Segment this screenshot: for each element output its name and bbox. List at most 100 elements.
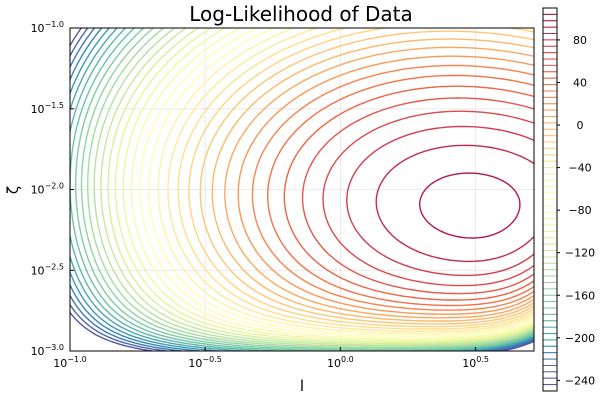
y-tick-label: 10−1.5	[31, 101, 64, 116]
colorbar-cell	[542, 71, 558, 79]
colorbar-tick-label: 0	[577, 119, 584, 132]
colorbar-frame	[542, 7, 558, 392]
colorbar-cell	[542, 288, 558, 296]
contour-line	[70, 28, 534, 351]
contour-line	[188, 28, 534, 328]
y-axis-label: ζ	[4, 186, 22, 194]
colorbar-cell	[542, 326, 558, 335]
x-axis-label: l	[300, 377, 304, 395]
contour-line	[87, 28, 534, 349]
colorbar-cell	[542, 377, 558, 386]
colorbar-cell	[542, 256, 558, 264]
x-tick-label: 100.5	[462, 355, 489, 370]
colorbar-cell	[542, 33, 558, 41]
contour-line	[419, 172, 521, 239]
contour-line	[130, 28, 534, 340]
y-tick-label: 10−2.0	[31, 182, 64, 197]
colorbar-tick-label: −40	[568, 162, 591, 175]
contour-line	[107, 28, 534, 345]
colorbar-cell	[542, 205, 558, 213]
colorbar-cell	[542, 116, 558, 124]
colorbar-cell	[542, 358, 558, 367]
colorbar-cell	[542, 45, 558, 54]
colorbar-cell	[542, 39, 558, 47]
colorbar-cell	[542, 345, 558, 354]
contour-line	[80, 28, 534, 350]
colorbar-tick-label: −200	[565, 332, 595, 345]
contour-line	[70, 28, 534, 351]
colorbar-cell	[542, 154, 558, 162]
colorbar-cell	[542, 282, 558, 290]
contour-line	[224, 46, 534, 319]
colorbar-cell	[542, 211, 558, 220]
contour-line	[375, 144, 534, 263]
colorbar-cell	[542, 96, 558, 105]
colorbar-cell	[542, 333, 558, 341]
colorbar-cell	[542, 384, 558, 392]
contour-line	[70, 28, 534, 351]
colorbar-tick-label: −160	[565, 289, 595, 302]
colorbar-cell	[542, 135, 558, 143]
colorbar-cell	[542, 339, 558, 347]
colorbar-cell	[542, 160, 558, 169]
contour-line	[211, 38, 534, 322]
x-tick-label: 10−0.5	[188, 355, 221, 370]
contour-plot	[70, 28, 534, 351]
contour-line	[177, 28, 534, 330]
y-tick-label: 10−2.5	[31, 262, 64, 277]
colorbar-cell	[542, 250, 558, 258]
contour-line	[114, 28, 534, 343]
colorbar-cell	[542, 103, 558, 111]
colorbar-cell	[542, 147, 558, 156]
colorbar-cell	[542, 7, 558, 15]
contour-line	[122, 28, 534, 342]
y-tick-label: 10−3.0	[31, 343, 64, 358]
contour-line	[93, 28, 534, 347]
contour-line	[199, 30, 534, 325]
colorbar-cell	[542, 224, 558, 232]
contour-line	[167, 28, 534, 332]
contour-line	[346, 125, 534, 277]
colorbar-cell	[542, 58, 558, 66]
colorbar-cell	[542, 262, 558, 271]
contour-line	[70, 28, 534, 351]
x-axis-ticks: 10−1.0 10−0.5 100.0 100.5	[53, 347, 489, 370]
colorbar-cell	[542, 275, 558, 284]
colorbar-cell	[542, 13, 558, 22]
colorbar-cell	[542, 320, 558, 328]
colorbar-cell	[542, 77, 558, 86]
colorbar-cell	[542, 352, 558, 360]
colorbar-cell	[542, 122, 558, 130]
colorbar-cell	[542, 109, 558, 117]
colorbar-cell	[542, 52, 558, 60]
colorbar-cell	[542, 128, 558, 137]
colorbar-tick-label: −80	[568, 204, 591, 217]
colorbar-cell	[542, 26, 558, 35]
contour-line	[75, 28, 534, 351]
colorbar-tick-label: −120	[565, 247, 595, 260]
colorbar-tick-label: −240	[565, 374, 595, 387]
colorbar-cell	[542, 307, 558, 315]
colorbar-cell	[542, 199, 558, 207]
y-tick-label: 10−1.0	[31, 20, 64, 35]
colorbar-cell	[542, 20, 558, 28]
contour-line	[251, 64, 534, 311]
contour-line	[301, 97, 534, 295]
colorbar-cell	[542, 313, 558, 322]
y-axis-ticks: 10−1.0 10−1.5 10−2.0 10−2.5 10−3.0	[31, 20, 74, 358]
x-tick-label: 10−1.0	[53, 355, 86, 370]
contour-line	[157, 28, 534, 335]
colorbar-cell	[542, 218, 558, 226]
colorbar-cell	[542, 141, 558, 149]
contour-line	[322, 110, 534, 287]
contour-line	[139, 28, 534, 338]
contour-line	[283, 85, 534, 301]
colorbar-cell	[542, 173, 558, 181]
colorbar-cell	[542, 243, 558, 252]
colorbar-cell	[542, 192, 558, 201]
colorbar-tick-label: 80	[573, 34, 587, 47]
colorbar-cell	[542, 186, 558, 194]
colorbar-cell	[542, 371, 558, 379]
colorbar: 80 40 0 −40 −80 −120 −160 −200 −240	[542, 7, 595, 392]
